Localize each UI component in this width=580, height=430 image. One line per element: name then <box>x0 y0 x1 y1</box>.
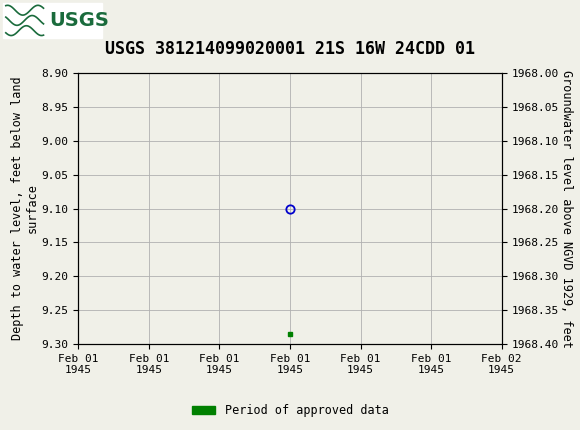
Text: USGS 381214099020001 21S 16W 24CDD 01: USGS 381214099020001 21S 16W 24CDD 01 <box>105 40 475 58</box>
Legend: Period of approved data: Period of approved data <box>187 399 393 422</box>
Y-axis label: Depth to water level, feet below land
surface: Depth to water level, feet below land su… <box>11 77 39 341</box>
Text: USGS: USGS <box>49 11 109 30</box>
Y-axis label: Groundwater level above NGVD 1929, feet: Groundwater level above NGVD 1929, feet <box>560 70 572 347</box>
Bar <box>3 3 102 37</box>
